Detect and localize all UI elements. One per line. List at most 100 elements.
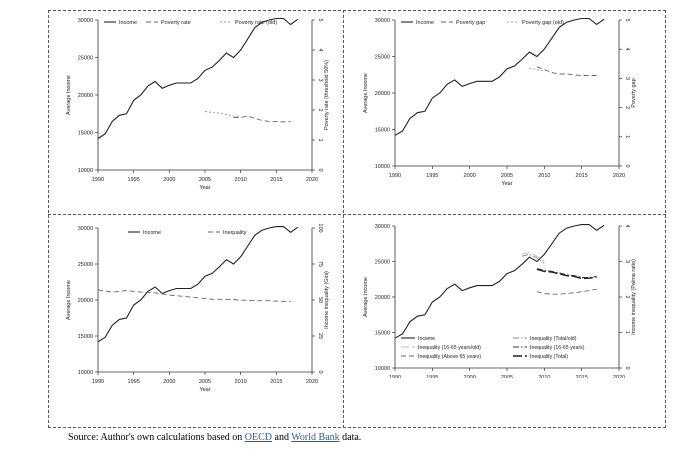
series-inequality-total-old — [521, 253, 545, 264]
x-tick-label: 2010 — [235, 177, 247, 183]
y-tick-label: 10000 — [375, 164, 390, 170]
y-tick-label: 30000 — [375, 224, 390, 230]
series-income — [97, 226, 299, 343]
y2-tick-label: 4 — [624, 224, 630, 227]
x-tick-label: 2015 — [270, 379, 282, 385]
x-tick-label: 2000 — [163, 177, 175, 183]
y-tick-label: 25000 — [78, 262, 93, 268]
y2-axis-title: Poverty rate (threshold 50%) — [324, 60, 330, 130]
chart-inequality-palma: 1990 1995 2000 2005 2010 2015 2020100001500020… — [363, 224, 637, 378]
x-tick-label: 2020 — [306, 379, 318, 385]
oecd-link[interactable]: OECD — [244, 432, 273, 443]
series-poverty-rate-old — [204, 111, 241, 118]
legend-label: Poverty rate — [161, 20, 191, 26]
x-tick-label: 2010 — [235, 379, 247, 385]
x-tick-label: 2005 — [501, 375, 513, 378]
x-tick-label: 1990 — [389, 375, 401, 378]
y-tick-label: 30000 — [375, 18, 390, 24]
legend-label: Income — [418, 336, 435, 342]
x-tick-label: 2000 — [163, 379, 175, 385]
y-tick-label: 20000 — [78, 298, 93, 304]
x-tick-label: 2020 — [613, 173, 625, 179]
legend-label: Inequality (Total/old) — [530, 336, 577, 342]
series-inequality-above-65-years — [536, 288, 597, 295]
y-axis-title: Average Income — [363, 73, 369, 113]
y2-tick-label: 3 — [624, 77, 630, 80]
x-tick-label: 1995 — [128, 379, 140, 385]
legend-label: Poverty gap — [456, 20, 485, 26]
x-axis-title: Year — [501, 181, 512, 187]
caption-suffix: data. — [339, 432, 362, 443]
series-inequality-16-65-years-old — [521, 252, 545, 262]
x-tick-label: 2005 — [501, 173, 513, 179]
y-tick-label: 10000 — [375, 366, 390, 372]
y-tick-label: 20000 — [78, 93, 93, 99]
chart-inequality-gini: 1990 1995 2000 2005 2010 2015 2020 10000 15000 20… — [66, 223, 330, 393]
y2-tick-label: 0 — [317, 370, 323, 373]
x-tick-label: 2000 — [464, 375, 476, 378]
legend-label: Inequality (16-65 years) — [530, 345, 585, 351]
x-tick-label: 2005 — [199, 379, 211, 385]
y2-axis-title: Poverty gap — [631, 78, 637, 107]
x-tick-label: 1990 — [389, 173, 401, 179]
legend-label: Income — [143, 230, 161, 236]
legend-label: Income — [416, 20, 434, 26]
y-tick-label: 25000 — [375, 260, 390, 266]
legend-label: Inequality (Total) — [530, 354, 568, 360]
y2-tick-label: 5 — [624, 18, 630, 21]
y2-tick-label: 4 — [624, 48, 630, 51]
y-tick-label: 15000 — [375, 128, 390, 134]
y-tick-label: 10000 — [78, 168, 93, 174]
x-tick-label: 2010 — [538, 375, 550, 378]
y2-tick-label: 5 — [317, 18, 323, 21]
y2-tick-label: 0 — [624, 164, 630, 167]
source-caption: Source: Author's own calculations based … — [68, 432, 361, 443]
y-tick-label: 20000 — [375, 91, 390, 97]
y2-tick-label: 1 — [624, 331, 630, 334]
y-axis-title: Average Income — [66, 75, 72, 115]
x-tick-label: 2020 — [306, 177, 318, 183]
series-income — [97, 17, 299, 139]
y-tick-label: 15000 — [375, 331, 390, 337]
chart-poverty-gap: 1990 1995 2000 2005 2010 2015 2020100001500020… — [363, 17, 637, 187]
y-tick-label: 30000 — [78, 226, 93, 232]
y-tick-label: 30000 — [78, 18, 93, 24]
series-inequality-total — [536, 268, 597, 280]
y2-tick-label: 1 — [317, 138, 323, 141]
x-tick-label: 2000 — [464, 173, 476, 179]
series-inequality — [97, 289, 291, 302]
y2-tick-label: 4 — [317, 48, 323, 51]
x-tick-label: 2015 — [270, 177, 282, 183]
y2-axis-title: Income inequality (Palma ratio) — [631, 259, 637, 335]
y2-axis-title: Income inequality (Gini) — [324, 271, 330, 329]
y2-tick-label: 2 — [317, 108, 323, 111]
y2-tick-label: 75 — [317, 261, 323, 267]
y-axis-title: Average Income — [66, 280, 72, 320]
y2-tick-label: 2 — [624, 295, 630, 298]
x-tick-label: 2005 — [199, 177, 211, 183]
x-tick-label: 1990 — [92, 379, 104, 385]
caption-prefix: Source: Author's own calculations based … — [68, 432, 245, 443]
x-tick-label: 1995 — [426, 375, 438, 378]
x-axis-title: Year — [199, 387, 210, 393]
y-tick-label: 10000 — [78, 370, 93, 376]
y2-tick-label: 2 — [624, 106, 630, 109]
x-tick-label: 1995 — [426, 173, 438, 179]
x-tick-label: 2010 — [538, 173, 550, 179]
series-income — [394, 17, 605, 136]
legend-label: Inequality (16-65 years/old) — [418, 345, 481, 351]
y-tick-label: 20000 — [375, 295, 390, 301]
x-tick-label: 2015 — [576, 173, 588, 179]
y-tick-label: 15000 — [78, 334, 93, 340]
legend-label: Income — [119, 20, 137, 26]
x-axis-title: Year — [199, 185, 210, 191]
y-tick-label: 25000 — [375, 55, 390, 61]
x-tick-label: 2020 — [613, 375, 625, 378]
y2-tick-label: 50 — [317, 297, 323, 303]
legend-label: Inequality — [223, 230, 247, 236]
caption-middle: and — [272, 432, 292, 443]
series-poverty-gap — [536, 66, 597, 76]
series-poverty-gap-old — [529, 67, 545, 72]
world-bank-link[interactable]: World Bank — [291, 432, 340, 443]
